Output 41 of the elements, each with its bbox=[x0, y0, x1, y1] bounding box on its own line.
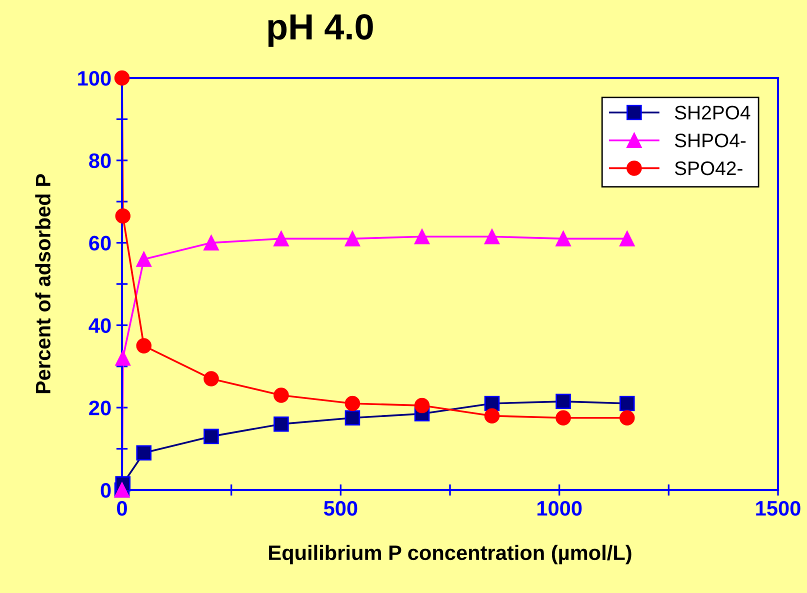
x-tick-label: 0 bbox=[117, 500, 127, 516]
point bbox=[619, 410, 635, 426]
point bbox=[344, 410, 360, 426]
point bbox=[136, 338, 152, 354]
chart-title: pH 4.0 bbox=[268, 14, 373, 47]
point bbox=[344, 396, 360, 412]
y-tick-label: 40 bbox=[88, 318, 111, 333]
point bbox=[619, 231, 635, 246]
point bbox=[204, 371, 219, 386]
x-tick-label: 1500 bbox=[756, 500, 800, 516]
y-tick-label: 60 bbox=[89, 236, 111, 251]
point bbox=[204, 428, 219, 444]
y-tick-label: 100 bbox=[78, 71, 111, 86]
point bbox=[274, 416, 289, 432]
legend-label: SPO42- bbox=[674, 161, 742, 176]
point bbox=[114, 70, 130, 86]
point bbox=[136, 445, 152, 461]
point bbox=[136, 252, 152, 267]
x-tick-label: 1000 bbox=[537, 500, 582, 516]
point bbox=[556, 394, 571, 410]
x-axis-title: Equilibrium P concentration (µmol/L) bbox=[269, 544, 632, 564]
point bbox=[414, 398, 430, 414]
y-axis-title: Percent of adsorbed P bbox=[35, 174, 50, 394]
point bbox=[115, 208, 131, 224]
point bbox=[344, 231, 360, 246]
point bbox=[619, 396, 635, 412]
legend-label: SH2PO4 bbox=[674, 106, 750, 120]
y-tick-label: 80 bbox=[89, 153, 111, 168]
point bbox=[414, 228, 430, 244]
point bbox=[556, 410, 571, 426]
y-tick-label: 0 bbox=[100, 483, 111, 498]
point bbox=[204, 235, 219, 250]
point bbox=[484, 228, 500, 244]
point bbox=[484, 408, 500, 424]
point bbox=[274, 231, 289, 246]
legend-label: SHPO4- bbox=[674, 134, 746, 148]
x-tick-label: 500 bbox=[324, 500, 358, 516]
point bbox=[274, 388, 289, 403]
point bbox=[556, 231, 571, 246]
y-tick-label: 20 bbox=[89, 400, 111, 416]
point bbox=[115, 350, 131, 366]
